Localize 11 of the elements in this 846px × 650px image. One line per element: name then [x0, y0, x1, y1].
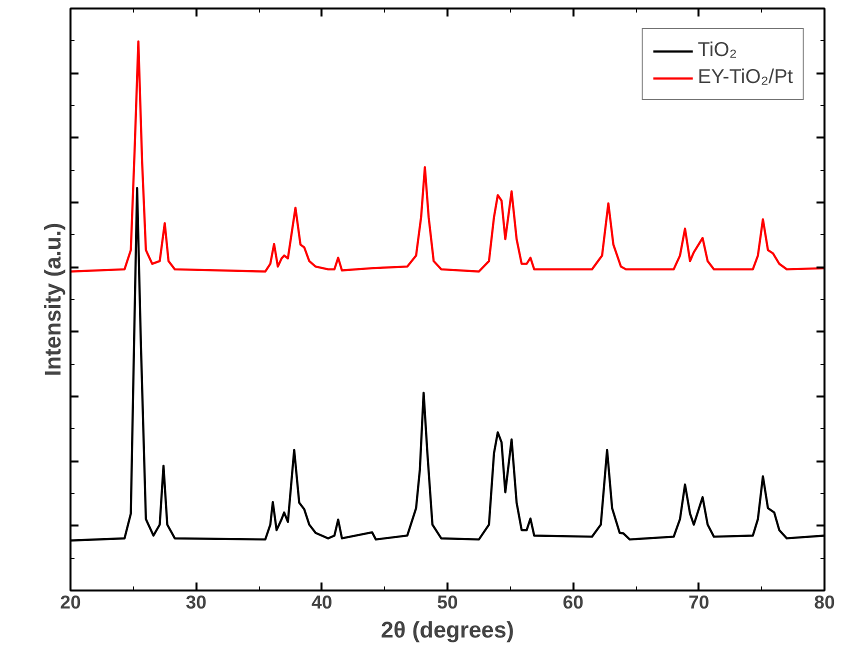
- y-axis-title: Intensity (a.u.): [40, 222, 66, 376]
- x-tick-label: 70: [688, 592, 710, 612]
- legend-label: EY-TiO₂/Pt: [698, 66, 793, 89]
- legend-label: TiO₂: [698, 39, 738, 62]
- x-tick-label: 40: [311, 592, 332, 612]
- x-tick-label: 50: [437, 592, 458, 612]
- x-tick-label: 60: [562, 592, 584, 612]
- x-tick-label: 20: [60, 592, 81, 612]
- x-axis-title: 2θ (degrees): [380, 616, 514, 642]
- x-tick-label: 30: [186, 592, 207, 612]
- x-tick-label: 80: [814, 592, 835, 612]
